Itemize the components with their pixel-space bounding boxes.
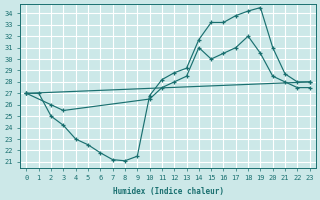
X-axis label: Humidex (Indice chaleur): Humidex (Indice chaleur) [113,187,224,196]
